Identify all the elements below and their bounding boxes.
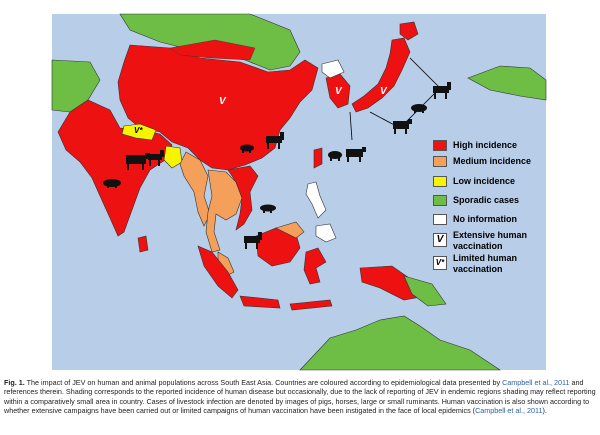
japan-vaccination-marker: V — [380, 86, 387, 97]
region-lesser-sunda — [289, 299, 333, 311]
legend-label-extensive-2: vaccination — [453, 241, 503, 251]
legend-label-low: Low incidence — [453, 176, 516, 186]
korea-pointer — [349, 111, 353, 141]
citation-link-1[interactable]: Campbell et al., 2011 — [502, 378, 570, 387]
pig-icon — [411, 104, 427, 113]
region-sulawesi — [303, 247, 327, 285]
region-papua — [359, 265, 427, 301]
caption-text-1: The impact of JEV on human and animal po… — [24, 378, 503, 387]
legend-swatch-none — [433, 214, 447, 225]
pig-icon — [240, 144, 254, 153]
region-hokkaido — [399, 21, 419, 41]
region-sri-lanka — [137, 235, 149, 253]
horse-icon — [148, 150, 164, 166]
region-taiwan — [313, 147, 323, 169]
region-nepal — [121, 123, 157, 141]
region-philippines-south — [315, 223, 337, 243]
region-north-korea — [321, 59, 345, 79]
region-vietnam — [227, 165, 259, 231]
region-mongolia — [169, 39, 256, 61]
caption-text-3: ). — [542, 406, 547, 416]
legend-v-extensive: V — [433, 233, 447, 247]
horse-icon — [433, 82, 451, 99]
region-pacific-island — [467, 65, 547, 101]
region-sumatra — [197, 245, 239, 299]
sheep-icon — [328, 151, 342, 161]
cow-icon — [346, 147, 366, 162]
legend-swatch-low — [433, 176, 447, 187]
caption-text-2: and references therein. Shading correspo… — [4, 378, 596, 416]
region-png — [403, 275, 447, 307]
region-philippines — [305, 181, 327, 219]
region-japan — [351, 37, 411, 113]
figure-caption: Fig. 1. The impact of JEV on human and a… — [4, 378, 596, 416]
pig-icon — [103, 179, 121, 188]
legend-label-sporadic: Sporadic cases — [453, 195, 520, 205]
legend-label-medium: Medium incidence — [453, 156, 532, 166]
legend-label-extensive-1: Extensive human — [453, 230, 528, 240]
legend-label-high: High incidence — [453, 140, 518, 150]
pig-icon — [260, 204, 276, 213]
horse-icon — [266, 132, 284, 149]
horse-icon — [244, 232, 262, 249]
jev-incidence-map — [51, 13, 547, 371]
legend-label-limited-1: Limited human — [453, 253, 518, 263]
legend-swatch-medium — [433, 156, 447, 167]
region-myanmar — [179, 151, 211, 227]
region-borneo-sabah — [275, 221, 305, 239]
legend-label-none: No information — [453, 214, 517, 224]
livestock-icons — [103, 82, 451, 249]
legend-v-limited: V* — [433, 256, 447, 270]
cow-icon — [393, 119, 412, 134]
figure-label: Fig. 1. — [4, 378, 25, 387]
legend-swatch-sporadic — [433, 195, 447, 206]
region-java — [239, 295, 281, 309]
region-australia — [299, 315, 501, 371]
china-vaccination-marker: V — [219, 96, 226, 107]
citation-link-2[interactable]: Campbell et al., 2011 — [475, 406, 543, 416]
korea-vaccination-marker: V — [335, 86, 342, 97]
nepal-vaccination-marker: V* — [134, 126, 143, 135]
cow-icon — [126, 153, 150, 170]
legend-swatch-high — [433, 140, 447, 151]
region-bangladesh — [163, 145, 183, 169]
legend-label-limited-2: vaccination — [453, 264, 503, 274]
